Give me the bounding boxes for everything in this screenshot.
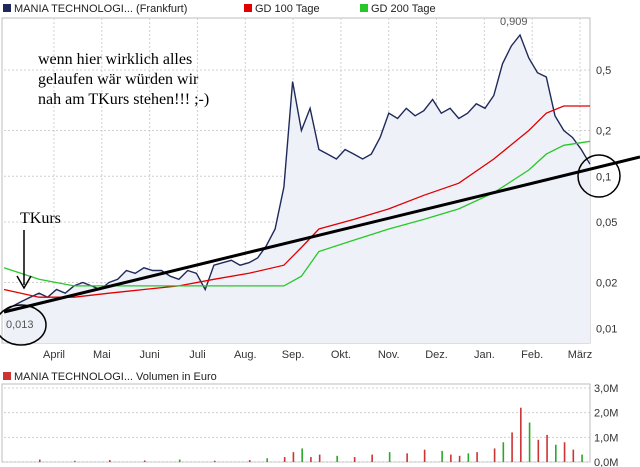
price-y-tick-label: 0,01 [596, 323, 617, 335]
volume-bar [493, 448, 496, 462]
volume-bar [563, 442, 566, 462]
legend-price-swatch [3, 4, 11, 12]
volume-bar [458, 455, 461, 462]
high-value-label: 0,909 [500, 16, 528, 28]
comment-line-1: wenn hier wirklich alles [38, 51, 192, 68]
volume-y-tick-label: 3,0M [594, 383, 618, 395]
low-circle [0, 304, 47, 346]
price-y-ticks: 0,01 0,02 0,05 0,1 0,2 0,5 [596, 65, 617, 335]
volume-bar [353, 457, 356, 462]
trend-line [3, 155, 640, 314]
price-x-tick-label: Juni [140, 349, 160, 361]
volume-bar [423, 449, 426, 462]
volume-grid [4, 387, 590, 463]
legend-gd100-swatch [244, 4, 252, 12]
volume-bar [581, 454, 583, 462]
volume-bar [441, 450, 443, 462]
price-y-tick-label: 0,5 [596, 65, 611, 77]
volume-bar [301, 448, 303, 462]
volume-bar [143, 460, 146, 462]
volume-bar [467, 453, 470, 462]
volume-bar [310, 457, 312, 462]
volume-bar [546, 434, 548, 462]
comment-line-2: gelaufen wär würden wir [38, 71, 199, 88]
price-x-tick-label: Okt. [331, 349, 351, 361]
volume-bar [520, 407, 522, 462]
volume-bar [555, 444, 557, 462]
volume-bar [511, 432, 513, 462]
volume-y-ticks: 0,0M 1,0M 2,0M 3,0M [594, 383, 618, 467]
volume-bar [266, 458, 268, 462]
legend-gd100-label: GD 100 Tage [255, 3, 320, 15]
volume-bar [371, 454, 373, 462]
volume-bar [450, 454, 452, 462]
comment-line-3: nah am TKurs stehen!!! ;-) [38, 91, 209, 108]
volume-bar [388, 452, 391, 462]
price-y-tick-label: 0,2 [596, 126, 611, 138]
price-y-tick-label: 0,02 [596, 278, 617, 290]
price-x-tick-label: Juli [189, 349, 206, 361]
price-x-tick-label: Aug. [234, 349, 257, 361]
volume-y-tick-label: 2,0M [594, 408, 618, 420]
legend-volume-swatch [3, 372, 11, 380]
price-x-ticks: April Mai Juni Juli Aug. Sep. Okt. Nov. Dez. Jan.… [43, 349, 592, 361]
volume-bar [283, 457, 286, 462]
volume-bar [108, 460, 111, 462]
price-y-tick-label: 0,05 [596, 217, 617, 229]
volume-bar [502, 442, 505, 462]
volume-bar [476, 452, 478, 462]
price-x-tick-label: Dez. [425, 349, 448, 361]
price-x-tick-label: April [43, 349, 65, 361]
volume-bar [248, 460, 251, 462]
tkurs-arrow-head [16, 275, 32, 290]
low-value-label: 0,013 [6, 319, 34, 331]
volume-bar [38, 459, 41, 462]
price-x-tick-label: Sep. [282, 349, 305, 361]
volume-bar [528, 422, 531, 462]
price-x-tick-label: März [568, 349, 592, 361]
volume-bar [292, 452, 295, 462]
right-circle [577, 154, 621, 198]
tkurs-label: TKurs [20, 210, 61, 227]
legend-gd200-swatch [360, 4, 368, 12]
legend-volume-label: MANIA TECHNOLOGI... Volumen in Euro [14, 371, 217, 383]
price-x-tick-label: Jan. [474, 349, 495, 361]
volume-panel [1, 383, 591, 463]
volume-bar [406, 453, 408, 462]
volume-bar [572, 449, 575, 462]
volume-bar [537, 439, 540, 462]
legend-price-label: MANIA TECHNOLOGI... (Frankfurt) [14, 3, 187, 15]
price-y-tick-label: 0,1 [596, 171, 611, 183]
price-x-tick-label: Nov. [378, 349, 400, 361]
volume-bar [213, 460, 216, 462]
price-x-tick-label: Mai [93, 349, 111, 361]
volume-y-tick-label: 1,0M [594, 432, 618, 444]
volume-bar [336, 455, 338, 462]
volume-bar [318, 454, 321, 462]
price-x-tick-label: Feb. [521, 349, 543, 361]
volume-bar [73, 460, 76, 462]
volume-y-tick-label: 0,0M [594, 457, 618, 467]
legend-gd200-label: GD 200 Tage [371, 3, 436, 15]
volume-bars [38, 407, 583, 462]
volume-bar [178, 459, 181, 462]
